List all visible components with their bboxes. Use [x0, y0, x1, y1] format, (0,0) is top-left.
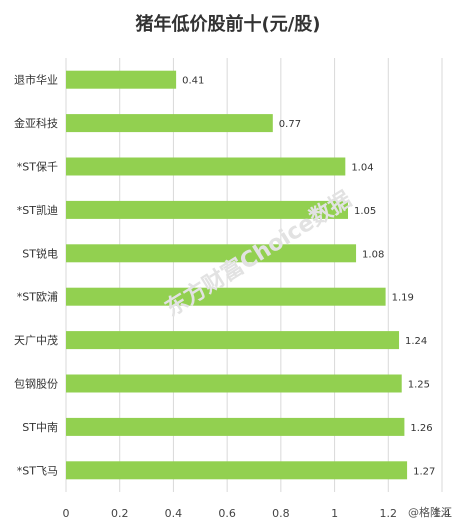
bar: [66, 200, 348, 219]
data-labels: 0.41 0.77 1.04 1.05 1.08 1.19 1.24 1.25 1.26 1.27: [182, 76, 435, 478]
data-label: 1.19: [392, 293, 414, 304]
bar: [66, 157, 346, 176]
category-label: *ST欧浦: [17, 291, 58, 304]
data-label: 1.24: [405, 336, 427, 347]
x-tick-label: 1.2: [380, 507, 398, 520]
chart-title: 猪年低价股前十(元/股): [134, 13, 320, 35]
credit-text: @格隆汇: [408, 505, 452, 519]
category-label: *ST保千: [17, 160, 58, 174]
data-label: 1.25: [408, 380, 430, 391]
x-tick-label: 0.8: [272, 507, 290, 520]
category-label: *ST飞马: [17, 464, 58, 477]
data-label: 1.26: [410, 423, 432, 434]
x-tick-label: 1: [331, 507, 338, 520]
data-label: 1.27: [413, 466, 435, 477]
bar: [66, 70, 177, 89]
data-label: 1.04: [351, 163, 373, 174]
bar: [66, 114, 273, 133]
x-tick-label: 1.4: [433, 507, 451, 520]
bar: [66, 417, 405, 436]
data-label: 0.77: [279, 119, 301, 130]
bars: [66, 70, 408, 480]
bar: [66, 244, 357, 263]
data-label: 1.08: [362, 249, 384, 260]
category-label: ST锐电: [22, 246, 58, 260]
data-label: 0.41: [182, 76, 204, 87]
data-label: 1.05: [354, 206, 376, 217]
x-tick-label: 0.2: [111, 507, 129, 520]
x-tick-label: 0.4: [165, 507, 183, 520]
bar: [66, 287, 386, 306]
x-tick-label: 0.6: [218, 507, 236, 520]
category-label: 天广中茂: [14, 333, 58, 347]
category-label: 退市华业: [14, 73, 58, 87]
bar: [66, 461, 408, 480]
bar: [66, 374, 402, 393]
x-axis-ticks: 0 0.2 0.4 0.6 0.8 1 1.2 1.4: [63, 507, 451, 520]
x-tick-label: 0: [63, 507, 70, 520]
bar: [66, 331, 400, 350]
category-label: *ST凯迪: [17, 204, 58, 217]
category-label: ST中南: [22, 421, 58, 434]
category-label: 包钢股份: [14, 378, 58, 391]
category-label: 金亚科技: [14, 116, 58, 130]
